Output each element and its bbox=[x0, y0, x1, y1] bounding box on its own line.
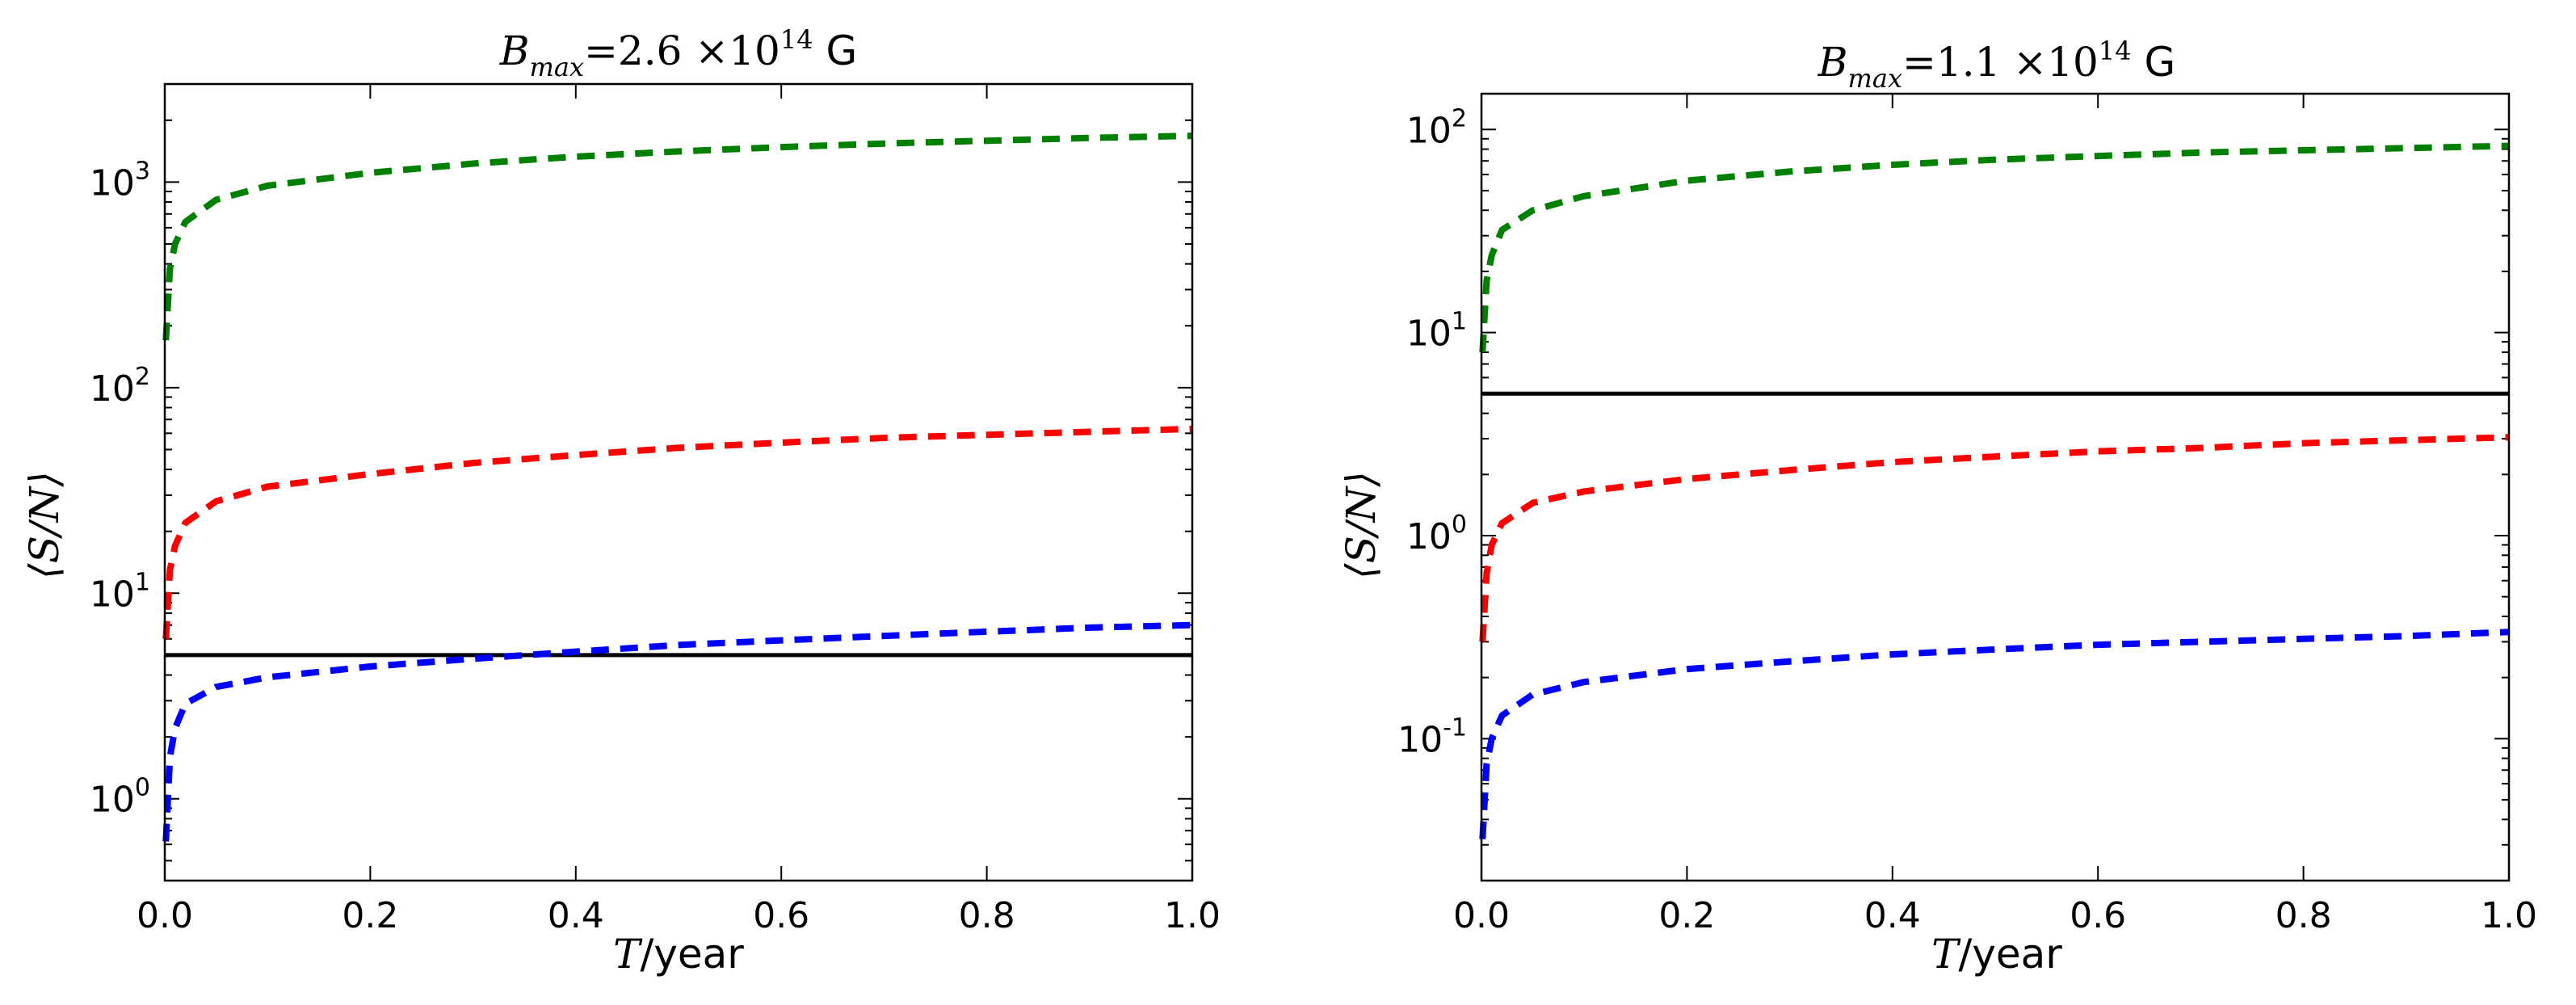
y-axis-label-right: ⟨S/N⟩ bbox=[1338, 471, 1385, 579]
x-tick-label: 0.6 bbox=[753, 895, 809, 936]
plot-area-right: 10-1 100 101 102 0.0 0.2 0.4 0.6 0.8 1.0 bbox=[1397, 92, 2537, 936]
chart-title-left: Bmax=2.6 ×1014 G bbox=[499, 24, 857, 82]
x-tick-label: 0.6 bbox=[2070, 895, 2126, 936]
series-line-blue bbox=[1479, 629, 2510, 839]
y-tick-label: 101 bbox=[1406, 308, 1467, 355]
x-axis-label-left: T/year bbox=[613, 931, 744, 978]
chart-title-right: Bmax=1.1 ×1014 G bbox=[1817, 36, 2175, 94]
x-tick-label: 0.2 bbox=[1658, 895, 1715, 936]
y-tick-label: 102 bbox=[90, 363, 150, 410]
x-tick-label: 0.2 bbox=[342, 895, 398, 936]
y-tick-label: 100 bbox=[90, 774, 150, 821]
x-tick-label: 0.4 bbox=[548, 895, 604, 936]
x-tick-label: 0.0 bbox=[1453, 895, 1510, 936]
chart-panel-left: Bmax=2.6 ×1014 G T/year ⟨S/N⟩ 1001011021… bbox=[21, 24, 1221, 978]
axes-frame bbox=[1480, 92, 2511, 882]
y-tick-label: 103 bbox=[90, 157, 150, 204]
series-line-green bbox=[1479, 142, 2510, 353]
y-tick-label: 102 bbox=[1406, 104, 1467, 151]
series-line-green bbox=[162, 132, 1193, 341]
x-tick-label: 0.8 bbox=[959, 895, 1015, 936]
x-tick-label: 1.0 bbox=[2481, 895, 2537, 936]
x-tick-label: 0.8 bbox=[2276, 895, 2332, 936]
x-axis-label-right: T/year bbox=[1931, 931, 2062, 978]
y-tick-label: 101 bbox=[90, 568, 150, 615]
series-line-blue bbox=[162, 621, 1193, 842]
x-tick-label: 1.0 bbox=[1164, 895, 1221, 936]
axes-frame bbox=[163, 82, 1194, 882]
chart-panel-right: Bmax=1.1 ×1014 G T/year ⟨S/N⟩ 10-1 100 101… bbox=[1338, 36, 2537, 978]
series-line-red bbox=[1479, 434, 2510, 642]
y-axis-label-left: ⟨S/N⟩ bbox=[21, 471, 68, 579]
series-line-red bbox=[162, 425, 1193, 639]
plot-area-left: 100 101 102 103 0.0 0.2 0.4 0.6 0.8 1.0 bbox=[90, 82, 1221, 936]
y-tick-label: 100 bbox=[1406, 511, 1467, 557]
x-tick-label: 0.0 bbox=[137, 895, 193, 936]
y-tick-label: 10-1 bbox=[1397, 713, 1467, 760]
x-tick-label: 0.4 bbox=[1864, 895, 1921, 936]
